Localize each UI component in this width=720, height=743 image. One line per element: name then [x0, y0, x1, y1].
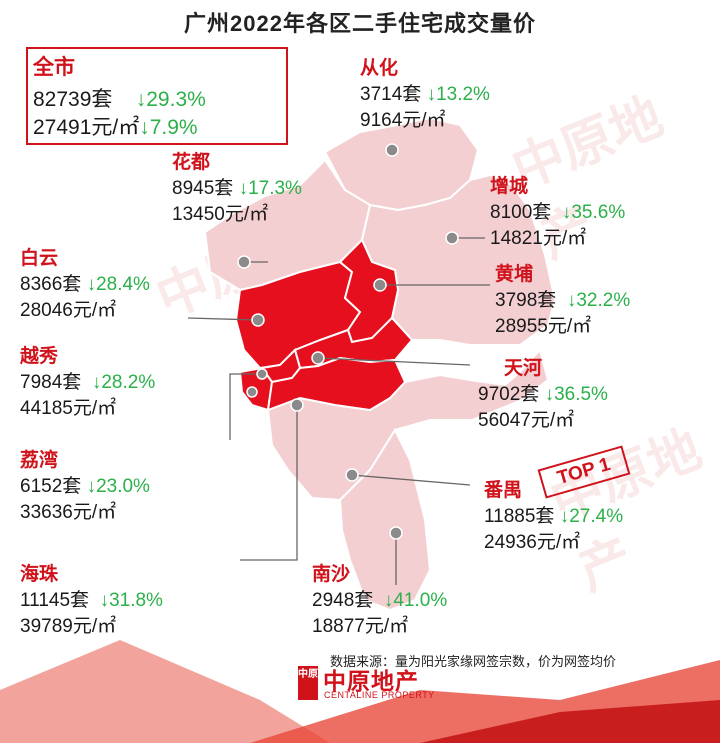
- district-dots: [237, 143, 459, 540]
- district-price: 56047元/㎡: [478, 410, 575, 431]
- logo-seal: 中原: [298, 666, 318, 700]
- district-name: 从化: [360, 58, 399, 79]
- chart-title: 广州2022年各区二手住宅成交量价: [184, 11, 536, 36]
- district-name: 白云: [20, 248, 59, 269]
- district-name: 荔湾: [20, 450, 59, 471]
- district-label-liwan: 荔湾 6152套 ↓23.0% 33636元/㎡: [20, 448, 150, 526]
- district-volume-change: ↓13.2%: [426, 84, 490, 105]
- district-price: 24936元/㎡: [484, 532, 581, 553]
- district-volume: 8366套: [20, 274, 82, 295]
- district-price: 14821元/㎡: [490, 228, 587, 249]
- district-label-conghua: 从化 3714套 ↓13.2% 9164元/㎡: [360, 56, 490, 134]
- district-shape-haizhu: [266, 356, 407, 412]
- district-volume: 3714套: [360, 84, 422, 105]
- city-total-name: 全市: [33, 56, 75, 79]
- district-price: 28046元/㎡: [20, 300, 117, 321]
- district-name: 黄埔: [495, 264, 534, 285]
- centaline-logo: 中原 中原地产 CENTALINE PROPERTY: [298, 662, 458, 706]
- district-volume: 3798套: [495, 290, 557, 311]
- district-volume: 7984套: [20, 372, 82, 393]
- district-price: 33636元/㎡: [20, 502, 117, 523]
- district-label-yuexiu: 越秀 7984套 ↓28.2% 44185元/㎡: [20, 344, 155, 422]
- district-label-baiyun: 白云 8366套 ↓28.4% 28046元/㎡: [20, 246, 150, 324]
- decor-wave: [420, 700, 720, 743]
- district-label-haizhu: 海珠 11145套 ↓31.8% 39789元/㎡: [20, 562, 163, 640]
- city-total-price-row: 27491元/㎡↓7.9%: [33, 111, 198, 141]
- district-name: 海珠: [20, 564, 59, 585]
- district-label-zengcheng: 增城 8100套 ↓35.6% 14821元/㎡: [490, 174, 625, 252]
- district-price: 39789元/㎡: [20, 616, 117, 637]
- district-volume-change: ↓35.6%: [561, 202, 626, 223]
- district-volume: 8100套: [490, 202, 552, 223]
- district-volume-change: ↓23.0%: [86, 476, 150, 497]
- district-volume: 9702套: [478, 384, 540, 405]
- district-volume-change: ↓28.4%: [86, 274, 150, 295]
- city-total-price-change: ↓7.9%: [139, 116, 198, 139]
- district-volume-change: ↓17.3%: [238, 178, 302, 199]
- district-name: 增城: [490, 176, 529, 197]
- district-name: 番禺: [484, 480, 523, 501]
- district-label-huadu: 花都 8945套 ↓17.3% 13450元/㎡: [172, 150, 302, 228]
- district-volume-change: ↓28.2%: [91, 372, 156, 393]
- city-total-volume: 82739套: [33, 88, 113, 111]
- district-label-nansha: 南沙 2948套 ↓41.0% 18877元/㎡: [312, 562, 447, 640]
- district-name: 花都: [172, 152, 211, 173]
- data-source-note: 数据来源：量为阳光家缘网签宗数，价为网签均价: [330, 654, 617, 669]
- decor-wave: [0, 640, 330, 743]
- city-total-volume-change: ↓29.3%: [135, 88, 206, 111]
- leader-lines: [187, 237, 490, 585]
- district-volume-change: ↓31.8%: [99, 590, 163, 611]
- district-volume: 11145套: [20, 590, 90, 611]
- district-label-huangpu: 黄埔 3798套 ↓32.2% 28955元/㎡: [495, 262, 630, 340]
- district-volume-change: ↓32.2%: [566, 290, 631, 311]
- logo-name: 中原地产: [323, 668, 419, 694]
- district-volume: 6152套: [20, 476, 82, 497]
- district-price: 9164元/㎡: [360, 110, 446, 131]
- city-total-box: 全市 82739套 ↓29.3% 27491元/㎡↓7.9%: [26, 47, 288, 145]
- district-label-tianhe: 天河 9702套 ↓36.5% 56047元/㎡: [478, 356, 608, 434]
- city-total-volume-row: 82739套 ↓29.3%: [33, 83, 206, 113]
- district-volume: 11885套: [484, 506, 555, 527]
- district-volume: 2948套: [312, 590, 374, 611]
- district-name: 天河: [504, 358, 543, 379]
- district-name: 南沙: [312, 564, 351, 585]
- district-label-panyu: 番禺 11885套 ↓27.4% 24936元/㎡: [484, 478, 623, 556]
- district-volume: 8945套: [172, 178, 234, 199]
- district-name: 越秀: [20, 346, 59, 367]
- district-price: 28955元/㎡: [495, 316, 592, 337]
- district-shape-nansha: [338, 427, 432, 612]
- district-volume-change: ↓41.0%: [383, 590, 448, 611]
- district-volume-change: ↓36.5%: [544, 384, 608, 405]
- logo-english: CENTALINE PROPERTY: [324, 690, 435, 700]
- district-price: 18877元/㎡: [312, 616, 409, 637]
- district-price: 13450元/㎡: [172, 204, 269, 225]
- district-volume-change: ↓27.4%: [559, 506, 624, 527]
- city-total-price: 27491元/㎡: [33, 116, 140, 139]
- district-price: 44185元/㎡: [20, 398, 117, 419]
